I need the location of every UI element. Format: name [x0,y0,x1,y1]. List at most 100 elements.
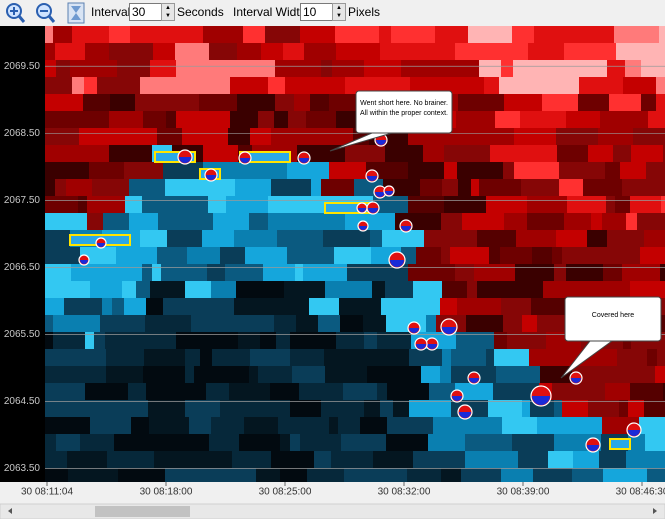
heat-cell [116,128,157,145]
heat-cell [283,43,304,60]
heat-cell [329,417,338,434]
heat-cell [377,383,387,400]
heat-cell [142,196,182,213]
trade-marker-half [368,208,378,213]
heat-cell [185,366,194,383]
heat-cell [117,60,150,77]
heat-cell [45,349,82,366]
y-tick-label: 2065.50 [4,329,41,340]
heat-cell [90,417,107,434]
heat-cell [340,315,363,332]
heat-cell [277,230,323,247]
heat-cell [457,298,501,315]
width-spinner[interactable]: ▲ ▼ [332,3,346,21]
heat-cell [116,247,157,264]
heat-cell [104,400,148,417]
heat-cell [441,468,461,485]
heat-cell [637,213,655,230]
heat-cell [334,247,371,264]
callout-box [564,296,662,342]
heat-cell [56,434,80,451]
heat-cell [410,77,447,94]
scroll-thumb[interactable] [95,506,190,517]
heat-cell [225,264,263,281]
heat-cell [146,298,163,315]
heat-cell [106,349,128,366]
heat-cell [347,264,393,281]
heat-cell [329,94,363,111]
interval-icon[interactable] [66,2,86,24]
heat-cell [144,349,171,366]
scroll-left[interactable] [8,508,12,514]
heat-cell [603,468,647,485]
heat-cell [131,417,149,434]
heat-cell [645,434,665,451]
heat-cell [527,213,550,230]
heat-cell [407,468,441,485]
heat-cell [466,315,479,332]
scroll-right[interactable] [653,508,657,514]
heat-cell [210,451,232,468]
heat-cell [429,383,455,400]
heat-cell [45,43,55,60]
heat-cell [661,196,665,213]
heat-cell [234,230,277,247]
heat-cell [275,60,313,77]
heat-cell [579,77,623,94]
heat-cell [169,94,199,111]
heat-cell [490,145,521,162]
heat-cell [518,451,548,468]
heat-cell [220,315,264,332]
heat-cell [200,434,209,451]
heat-cell [465,451,489,468]
heat-cell [282,383,299,400]
heat-cell [341,434,386,451]
heat-cell [258,366,292,383]
heat-cell [78,196,87,213]
zoom-icons[interactable] [0,0,60,26]
interval-label: Interval [91,5,131,19]
heat-cell [307,468,344,485]
heat-cell [606,196,615,213]
heat-cell [387,383,429,400]
heat-cell [503,315,522,332]
heat-cell [103,213,129,230]
heat-cell [109,111,143,128]
heat-cell [249,366,258,383]
heat-cell [157,247,187,264]
heat-cell [307,128,353,145]
interval-spinner[interactable]: ▲ ▼ [161,3,175,21]
heat-cell [640,247,665,264]
heat-cell [628,434,645,451]
heat-cell [499,77,546,94]
heat-cell [70,400,104,417]
heat-cell [513,60,521,77]
heat-cell [656,77,665,94]
heat-cell [550,213,564,230]
heat-cell [310,94,329,111]
heat-cell [130,26,168,43]
heat-cell [243,26,265,43]
heat-cell [455,43,483,60]
heat-cell [540,366,572,383]
width-input[interactable]: 10 [300,3,334,21]
heat-cell [372,281,385,298]
heat-cell [559,179,583,196]
heat-cell [185,349,200,366]
heat-cell [442,179,458,196]
heat-cell [397,468,407,485]
heat-cell [504,94,542,111]
heat-cell [250,128,271,145]
heat-cell [194,366,241,383]
heat-cell [215,468,256,485]
heat-cell [203,145,238,162]
heat-cell [339,298,381,315]
trade-marker-half [97,243,105,247]
heat-cell [597,145,613,162]
heat-cell [261,43,283,60]
interval-input[interactable]: 30 [129,3,163,21]
heat-cell [182,128,228,145]
heat-cell [148,400,185,417]
heat-cell [367,468,397,485]
heat-cell [382,230,424,247]
